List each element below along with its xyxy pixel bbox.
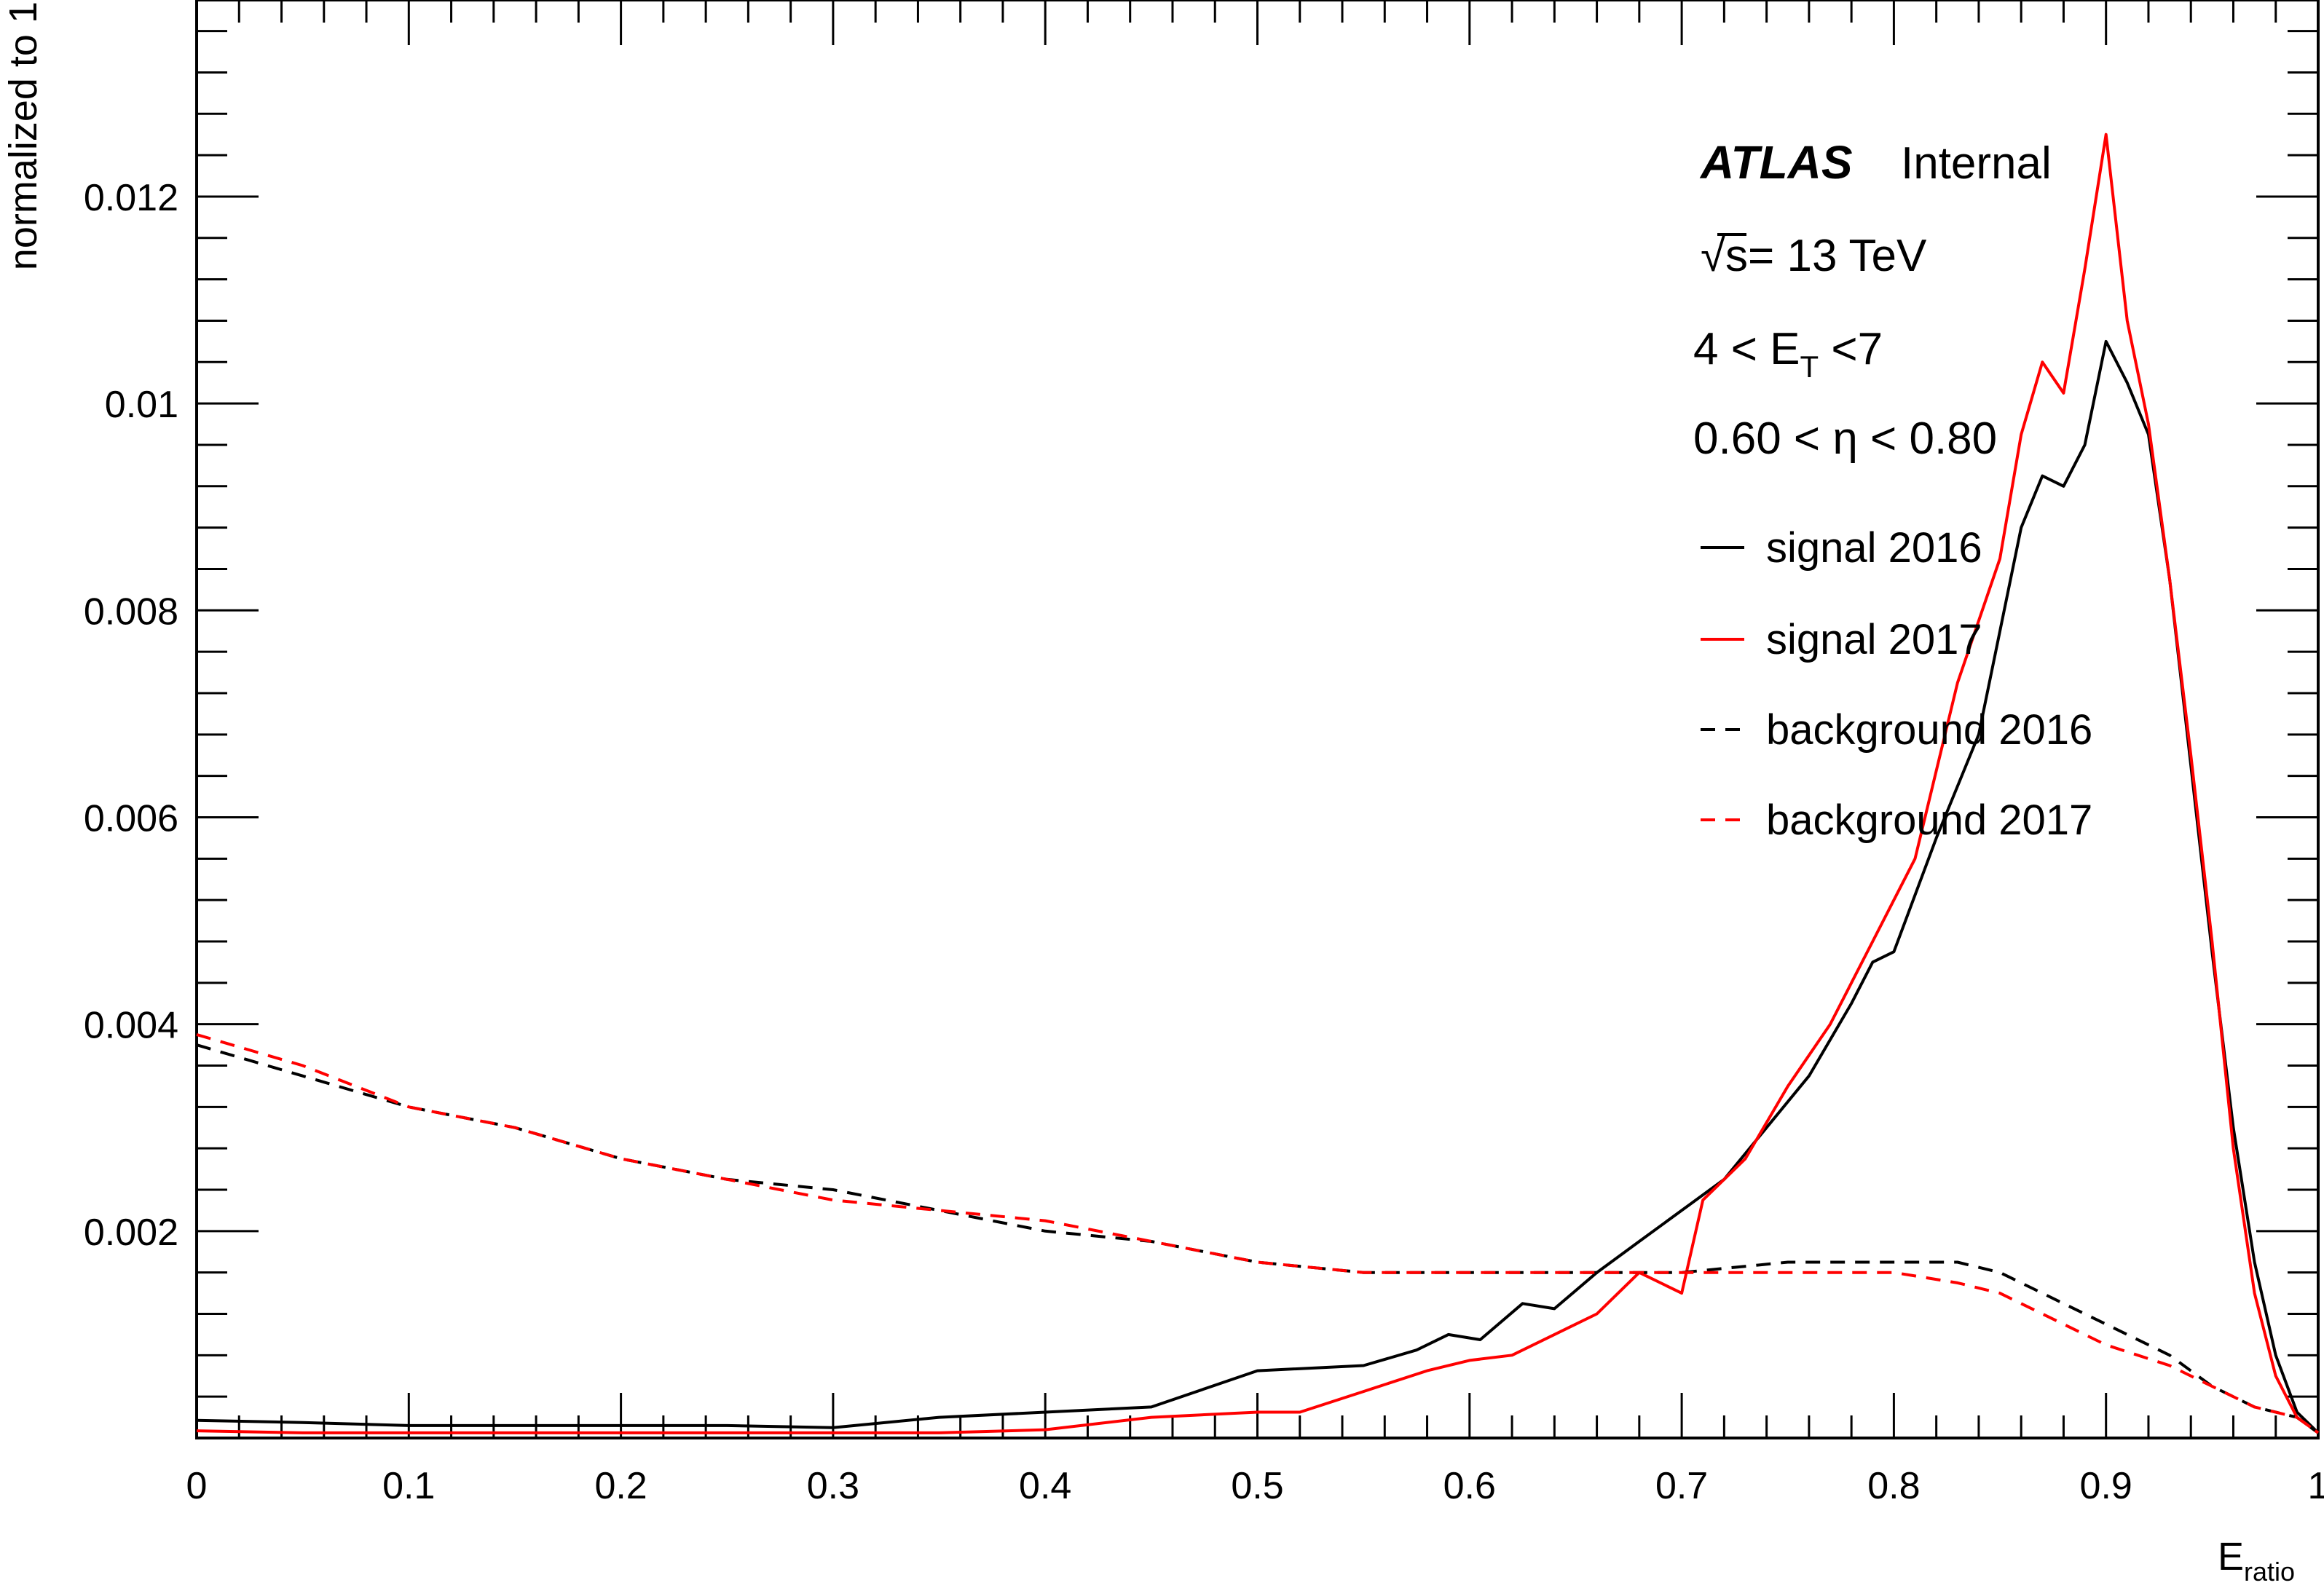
y-tick-label: 0.006 bbox=[84, 797, 178, 840]
legend-label-signal-2017: signal 2017 bbox=[1766, 616, 1982, 663]
legend: signal 2016 signal 2017 background 2016 … bbox=[1701, 524, 2092, 844]
y-tick-label: 0.004 bbox=[84, 1005, 178, 1047]
energy-label: √s= 13 TeV bbox=[1701, 231, 1927, 281]
x-tick-label: 0.5 bbox=[1231, 1465, 1283, 1507]
legend-label-background-2017: background 2017 bbox=[1766, 797, 2092, 844]
legend-label-background-2016: background 2016 bbox=[1766, 706, 2092, 754]
series-line-signal-2017 bbox=[196, 133, 2320, 1434]
axis-ticks bbox=[195, 0, 2320, 1438]
series-lines bbox=[196, 133, 2320, 1434]
legend-label-signal-2016: signal 2016 bbox=[1766, 524, 1982, 572]
tick-labels: 0 0.1 0.2 0.3 0.4 0.5 0.6 0.7 0.8 0.9 1 0.002 0.004 0… bbox=[84, 177, 2324, 1507]
energy-text: s= 13 TeV bbox=[1725, 231, 1927, 281]
y-tick-label: 0.012 bbox=[84, 177, 178, 219]
x-tick-label: 0.8 bbox=[1867, 1465, 1920, 1507]
x-tick-label: 0.1 bbox=[382, 1465, 435, 1507]
sqrt-sign: √ bbox=[1701, 231, 1725, 281]
x-tick-label: 0 bbox=[186, 1465, 208, 1507]
y-tick-label: 0.008 bbox=[84, 590, 178, 633]
x-tick-label: 1 bbox=[2308, 1465, 2324, 1507]
y-tick-label: 0.01 bbox=[105, 384, 178, 426]
experiment-label: ATLAS bbox=[1699, 136, 1853, 189]
et-sub: T bbox=[1800, 349, 1819, 384]
x-axis-title: Eratio bbox=[2218, 1535, 2295, 1587]
series-line-background-2016 bbox=[196, 1043, 2320, 1434]
x-axis-title-sub: ratio bbox=[2244, 1557, 2295, 1587]
y-axis-title: normalized to 1 bbox=[1, 1, 45, 270]
et-label: 4 < ET <7 bbox=[1693, 324, 1883, 384]
x-tick-label: 0.3 bbox=[807, 1465, 859, 1507]
y-tick-label: 0.002 bbox=[84, 1212, 178, 1254]
x-tick-label: 0.7 bbox=[1655, 1465, 1708, 1507]
x-tick-label: 0.2 bbox=[594, 1465, 647, 1507]
x-tick-label: 0.4 bbox=[1019, 1465, 1071, 1507]
status-label: Internal bbox=[1901, 138, 2052, 189]
series-line-background-2017 bbox=[196, 1032, 2320, 1434]
series-line-signal-2016 bbox=[196, 339, 2320, 1434]
eta-label: 0.60 < η < 0.80 bbox=[1693, 414, 1997, 464]
x-tick-label: 0.6 bbox=[1443, 1465, 1496, 1507]
x-tick-label: 0.9 bbox=[2080, 1465, 2132, 1507]
